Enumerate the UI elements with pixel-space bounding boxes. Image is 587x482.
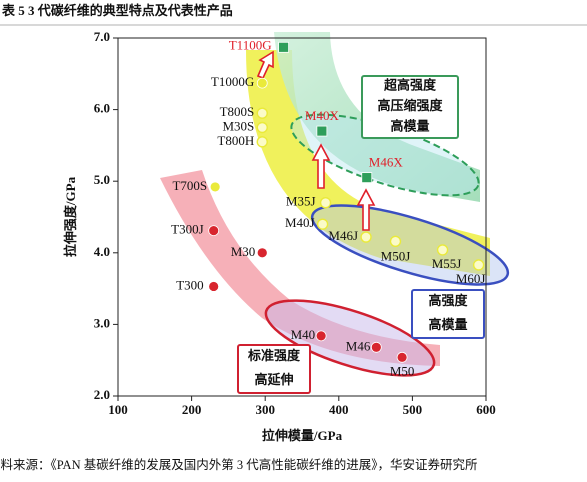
point [256, 247, 268, 259]
y-tick-label: 6.0 [94, 101, 110, 116]
source-note: 资料来源：《PAN 基碳纤维的发展及国内外第 3 代高性能碳纤维的进展》，华安证… [0, 457, 478, 472]
annotation-text: 超高强度 [384, 77, 437, 92]
point-label: T300 [176, 277, 203, 292]
ultra-band [274, 32, 480, 202]
point [208, 225, 220, 237]
point-label: T1000G [211, 74, 254, 89]
point-label: T1100G [229, 37, 272, 52]
arrow [256, 50, 274, 80]
x-tick-label: 200 [182, 402, 202, 417]
point-label: M60J [456, 271, 486, 286]
y-axis-label: 拉伸强度/GPa [63, 176, 78, 257]
point-label: M40J [285, 215, 315, 230]
point [396, 351, 408, 363]
point-label: M35J [286, 194, 316, 209]
point [370, 341, 382, 353]
annotation-box [237, 344, 311, 394]
y-tick-label: 4.0 [94, 244, 110, 259]
point [316, 125, 328, 137]
point [316, 218, 329, 230]
chart-title: 表 5 3 代碳纤维的典型特点及代表性产品 [1, 3, 233, 18]
point [472, 259, 485, 271]
point-label: M40X [305, 108, 340, 123]
annotation-text: 标准强度 [247, 348, 301, 363]
point-label: T800S [220, 104, 255, 119]
point [315, 330, 327, 342]
point-label: M40 [291, 327, 316, 342]
y-tick-label: 2.0 [94, 387, 110, 402]
point [256, 77, 268, 89]
y-tick-label: 5.0 [94, 172, 110, 187]
point [436, 244, 449, 256]
arrow [311, 143, 331, 189]
y-tick-label: 3.0 [94, 315, 110, 330]
point [209, 181, 221, 193]
point-label: T800H [217, 133, 254, 148]
x-tick-label: 300 [255, 402, 275, 417]
plot-frame [117, 37, 487, 397]
annotation-text: 高强度 [428, 293, 468, 308]
x-tick-label: 500 [403, 402, 423, 417]
arrow [356, 188, 376, 231]
annotation-text: 高压缩强度 [377, 98, 443, 113]
point-label: M50 [390, 363, 415, 378]
x-tick-label: 400 [329, 402, 349, 417]
point-label: M30S [222, 118, 254, 133]
annotation-text: 高模量 [390, 119, 429, 134]
point [256, 107, 268, 119]
point-label: T300J [171, 222, 204, 237]
standard-region [264, 299, 436, 377]
point-label: T700S [172, 178, 207, 193]
point-label: M46X [369, 155, 404, 170]
high-region [310, 204, 510, 286]
point [361, 172, 373, 184]
point-label: M50J [381, 248, 411, 263]
point [360, 231, 372, 243]
point [256, 121, 268, 134]
annotation-text: 高模量 [428, 317, 467, 332]
x-axis-label: 拉伸模量/GPa [262, 428, 343, 443]
point [208, 281, 220, 292]
annotation-text: 高延伸 [254, 372, 293, 387]
point-label: M46J [328, 228, 358, 243]
point-label: M55J [432, 256, 462, 271]
x-tick-label: 100 [108, 402, 128, 417]
x-tick-label: 600 [476, 402, 496, 417]
point-label: M30 [231, 244, 256, 259]
point [278, 41, 290, 53]
point [256, 136, 268, 148]
point [389, 235, 402, 248]
annotation-box [411, 289, 485, 339]
y-tick-label: 7.0 [94, 29, 110, 44]
point [319, 196, 332, 209]
annotation-box [361, 75, 459, 139]
point-label: M46 [346, 338, 371, 353]
